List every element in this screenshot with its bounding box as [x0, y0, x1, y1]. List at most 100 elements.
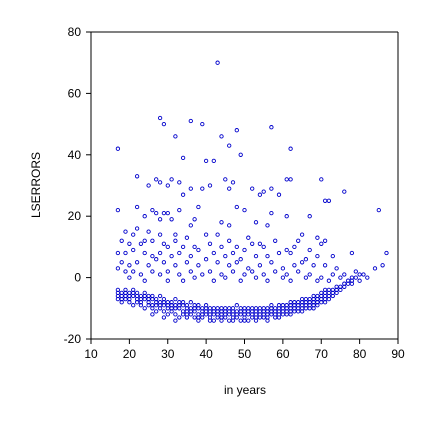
data-point: [330, 272, 335, 277]
data-point: [276, 192, 282, 197]
data-point: [138, 272, 144, 277]
data-point: [315, 293, 320, 299]
data-point: [269, 260, 274, 265]
data-point: [257, 263, 263, 268]
data-point: [303, 296, 309, 302]
data-point: [215, 260, 220, 265]
data-point: [349, 278, 355, 283]
data-point: [253, 306, 259, 311]
data-point: [173, 238, 178, 243]
data-point: [180, 278, 186, 283]
data-point: [127, 293, 132, 299]
data-point: [288, 312, 293, 317]
data-point: [207, 269, 213, 274]
data-point: [211, 158, 216, 164]
data-point: [154, 309, 159, 314]
data-point: [292, 263, 297, 268]
data-point: [188, 118, 193, 124]
data-point: [250, 269, 255, 274]
data-point: [219, 272, 224, 277]
data-point: [211, 278, 216, 283]
data-point: [142, 293, 147, 299]
data-point: [150, 238, 155, 243]
data-point: [219, 315, 224, 320]
data-point: [307, 214, 312, 219]
data-points: [115, 60, 389, 323]
data-point: [211, 318, 216, 323]
data-point: [188, 186, 193, 191]
data-point: [319, 296, 324, 302]
x-tick-label: 90: [391, 347, 405, 361]
data-point: [261, 189, 266, 194]
data-point: [123, 269, 128, 274]
data-point: [142, 250, 147, 256]
data-point: [200, 121, 205, 127]
data-point: [246, 266, 251, 271]
data-point: [146, 263, 151, 268]
data-point: [311, 263, 316, 268]
x-tick-label: 40: [199, 347, 213, 361]
data-point: [119, 296, 124, 302]
data-point: [299, 260, 305, 265]
data-point: [242, 272, 247, 277]
data-point: [157, 272, 163, 277]
data-point: [219, 244, 224, 250]
data-point: [227, 186, 232, 191]
y-tick-label: 60: [68, 86, 82, 100]
data-point: [315, 253, 320, 259]
y-ticks: -20 0 20 40 60 80: [64, 25, 91, 346]
data-point: [273, 312, 278, 317]
data-point: [273, 269, 278, 274]
data-point: [342, 272, 347, 277]
data-point: [330, 290, 335, 296]
data-point: [115, 250, 121, 256]
data-point: [230, 269, 236, 274]
data-point: [203, 232, 209, 237]
data-point: [123, 287, 128, 293]
data-point: [265, 223, 270, 228]
data-point: [223, 312, 228, 317]
data-point: [238, 257, 243, 262]
data-point: [169, 177, 174, 182]
data-point: [188, 269, 193, 274]
data-point: [161, 260, 167, 265]
data-point: [292, 309, 297, 314]
data-point: [238, 278, 243, 283]
data-point: [223, 275, 228, 280]
data-point: [299, 300, 305, 305]
data-point: [127, 275, 132, 280]
data-point: [219, 220, 224, 225]
data-point: [326, 296, 332, 302]
data-point: [211, 312, 216, 317]
data-point: [284, 214, 289, 219]
data-point: [288, 177, 293, 182]
data-point: [223, 306, 228, 311]
data-point: [230, 306, 236, 311]
data-point: [173, 312, 178, 317]
data-point: [169, 253, 174, 259]
data-point: [215, 306, 220, 311]
data-point: [311, 296, 316, 302]
data-point: [188, 223, 193, 228]
data-point: [342, 281, 347, 286]
data-point: [384, 250, 389, 256]
data-point: [326, 198, 332, 203]
y-tick-label: -20: [64, 332, 82, 346]
data-point: [242, 247, 247, 253]
data-point: [269, 303, 274, 308]
data-point: [319, 241, 324, 246]
x-tick-label: 70: [315, 347, 329, 361]
data-point: [157, 115, 163, 121]
data-point: [173, 263, 178, 268]
data-point: [146, 229, 151, 234]
data-point: [238, 152, 243, 157]
data-point: [315, 235, 320, 240]
data-point: [177, 207, 182, 213]
data-point: [234, 244, 239, 250]
data-point: [173, 306, 178, 311]
data-point: [142, 214, 147, 219]
data-point: [234, 204, 239, 210]
data-point: [165, 303, 170, 308]
data-point: [227, 143, 232, 148]
data-point: [265, 253, 270, 259]
